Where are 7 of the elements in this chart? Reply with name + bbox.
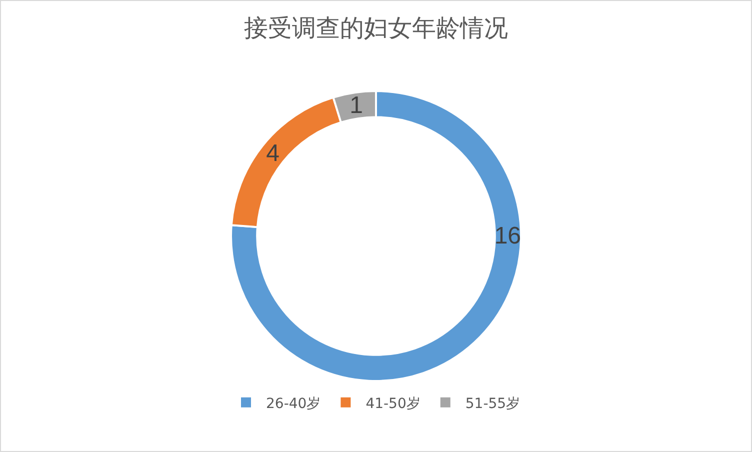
legend-label: 41-50岁 [366,396,420,412]
data-label: 16 [494,222,522,250]
data-label: 1 [350,92,364,120]
chart-title: 接受调查的妇女年龄情况 [244,14,508,42]
legend-label: 51-55岁 [465,396,520,412]
data-label: 4 [266,140,280,168]
legend-label: 26-40岁 [266,396,321,412]
